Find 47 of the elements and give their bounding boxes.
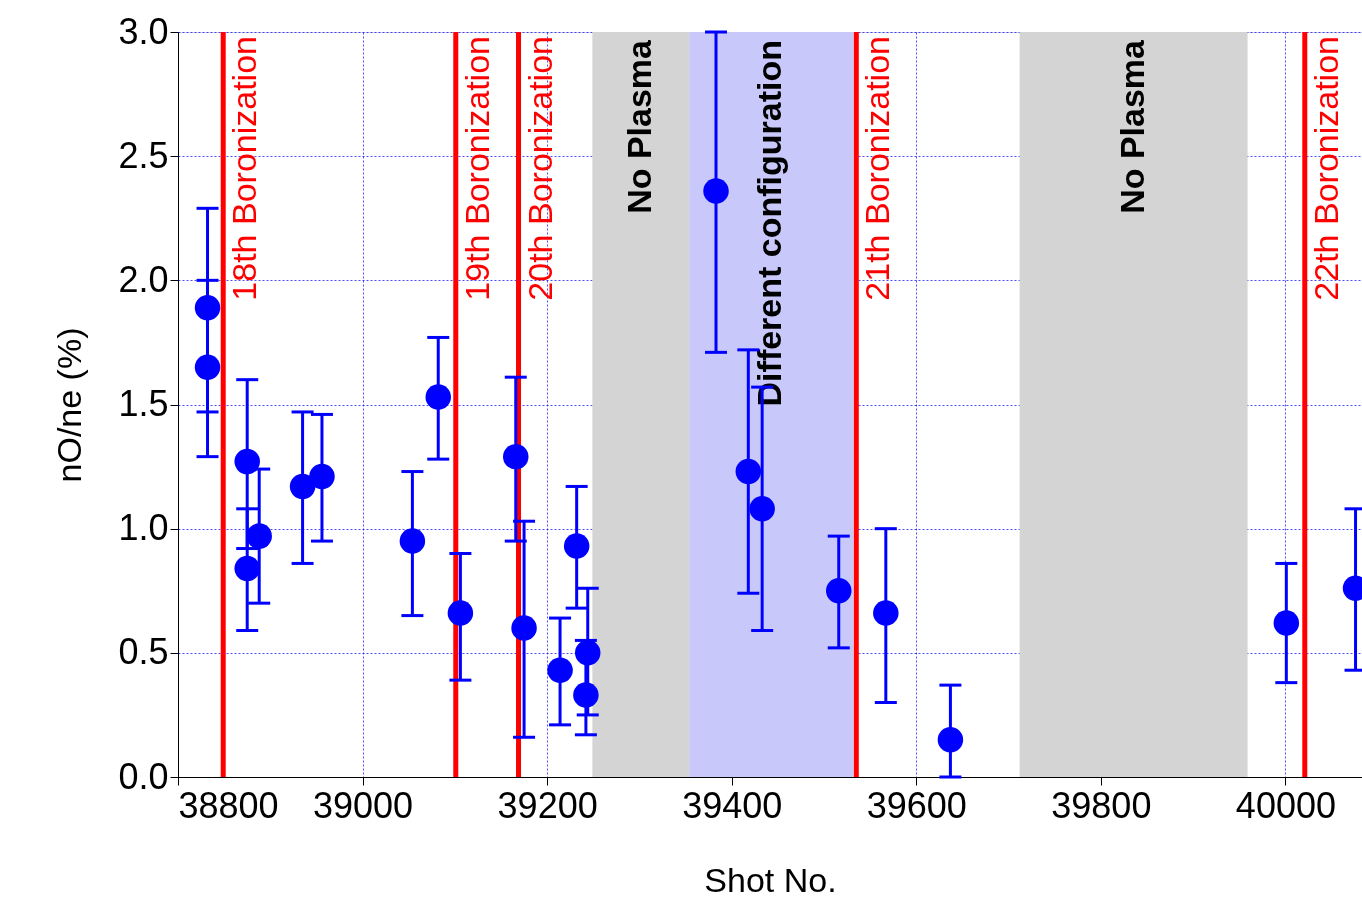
point — [873, 600, 899, 626]
point — [234, 555, 260, 582]
y-tick-label: 2.0 — [118, 258, 169, 300]
band-label: No Plasma — [1112, 38, 1151, 214]
ref-line-label: 18th Boronization — [225, 36, 264, 301]
x-axis-title: Shot No. — [704, 860, 837, 899]
point — [937, 727, 964, 753]
y-tick-label: 2.5 — [118, 134, 169, 176]
x-tick-label: 38800 — [178, 784, 279, 826]
x-tick-label: 39000 — [313, 784, 414, 826]
y-tick-label: 0.0 — [118, 755, 169, 797]
y-axis-title: nO/ne (%) — [50, 327, 89, 483]
ref-line-label: 19th Boronization — [457, 36, 496, 301]
point — [547, 657, 573, 683]
ref-line-label: 22th Boronization — [1306, 36, 1345, 301]
point — [309, 463, 335, 490]
point — [289, 473, 316, 500]
y-tick-label: 1.0 — [118, 507, 169, 549]
x-tick-label: 39800 — [1051, 784, 1152, 826]
point — [425, 384, 451, 410]
ref-line-label: 20th Boronization — [520, 36, 559, 301]
point — [1273, 610, 1300, 636]
point — [703, 178, 729, 204]
x-tick-label: 39600 — [866, 784, 967, 826]
point — [749, 496, 775, 522]
point — [246, 523, 272, 549]
x-tick-label: 40000 — [1235, 784, 1336, 826]
point — [563, 533, 590, 559]
band-label: No Plasma — [619, 38, 658, 214]
point — [447, 600, 474, 626]
point — [194, 354, 221, 380]
y-tick-label: 0.5 — [118, 631, 169, 673]
point — [735, 458, 762, 485]
point — [194, 294, 221, 321]
y-tick-label: 1.5 — [118, 383, 169, 424]
point — [573, 682, 599, 708]
x-tick-label: 39400 — [682, 784, 783, 826]
x-tick-label: 39200 — [497, 784, 598, 826]
band-label: Different configuration — [750, 40, 789, 407]
ref-line-label: 21th Boronization — [858, 36, 897, 301]
y-tick-label: 3.0 — [118, 10, 169, 52]
point — [503, 443, 529, 470]
point — [826, 578, 852, 604]
point — [574, 640, 601, 666]
point — [511, 615, 537, 641]
point — [399, 528, 426, 554]
point — [234, 448, 260, 475]
